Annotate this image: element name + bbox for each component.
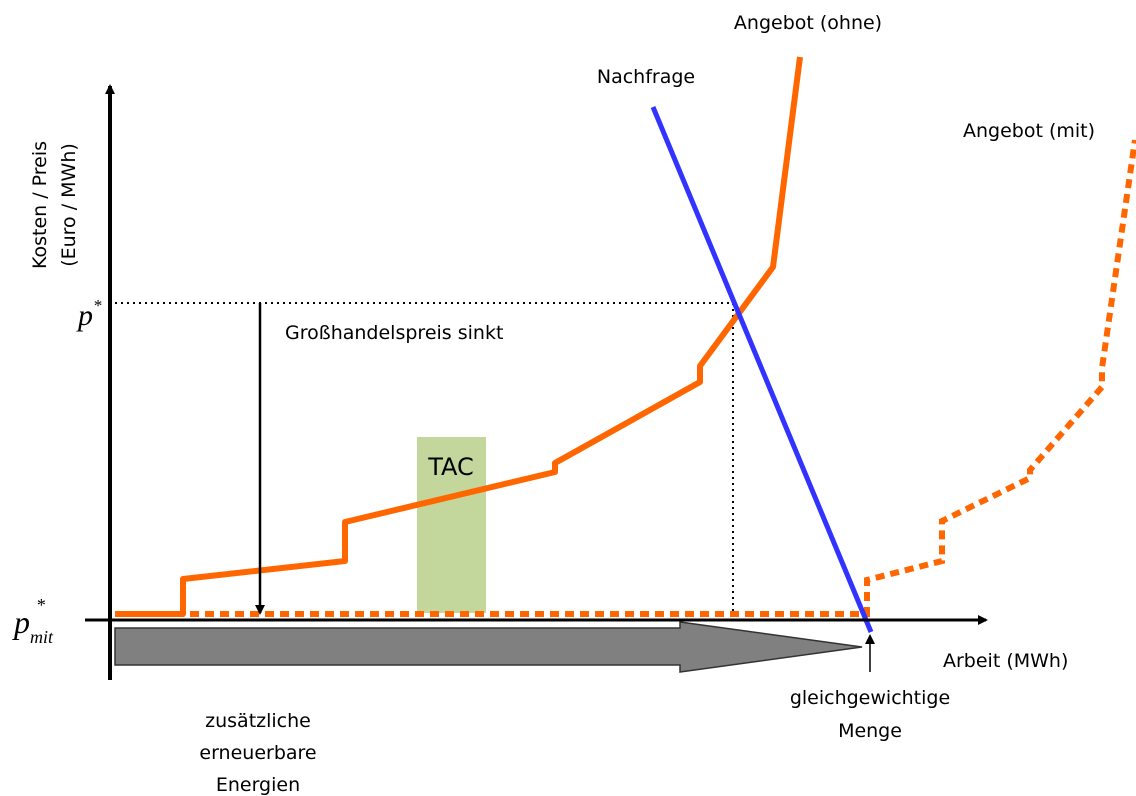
renewables-arrow — [114, 621, 863, 673]
renewables-label: Energien — [216, 774, 300, 796]
supply-without-curve — [115, 56, 803, 617]
y-axis-label: Kosten / Preis — [29, 141, 51, 269]
x-axis-label: Arbeit (MWh) — [943, 650, 1068, 672]
p-star-label: p* — [76, 296, 102, 332]
demand-label: Nachfrage — [597, 66, 695, 88]
renewables-label: erneuerbare — [199, 742, 316, 764]
p-mit-label: p * mit — [12, 595, 54, 647]
equilibrium-label: Menge — [838, 720, 902, 742]
y-axis-label: (Euro / MWh) — [58, 143, 80, 267]
p-symbol: p — [76, 299, 93, 332]
supply-without-label: Angebot (ohne) — [734, 12, 882, 34]
p-sup: * — [36, 595, 45, 615]
p-symbol: p — [12, 604, 30, 640]
equilibrium-label: gleichgewichtige — [790, 687, 950, 709]
p-sup: * — [93, 296, 102, 315]
p-sub: mit — [30, 627, 54, 647]
price-drop-label: Großhandelspreis sinkt — [285, 322, 503, 344]
renewables-label: zusätzliche — [205, 710, 311, 732]
tac-box — [417, 437, 486, 613]
supply-with-curve — [115, 139, 1136, 617]
supply-with-label: Angebot (mit) — [963, 120, 1095, 142]
tac-label: TAC — [427, 453, 474, 481]
demand-curve — [650, 106, 874, 633]
